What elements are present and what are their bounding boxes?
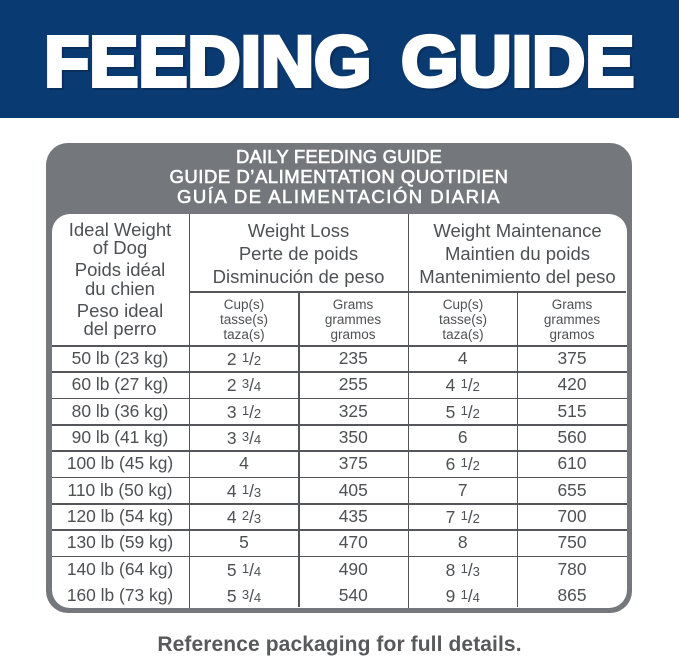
svg-text:FEEDING GUIDE: FEEDING GUIDE	[46, 25, 636, 104]
svg-text:FEEDING GUIDE: FEEDING GUIDE	[44, 23, 634, 102]
